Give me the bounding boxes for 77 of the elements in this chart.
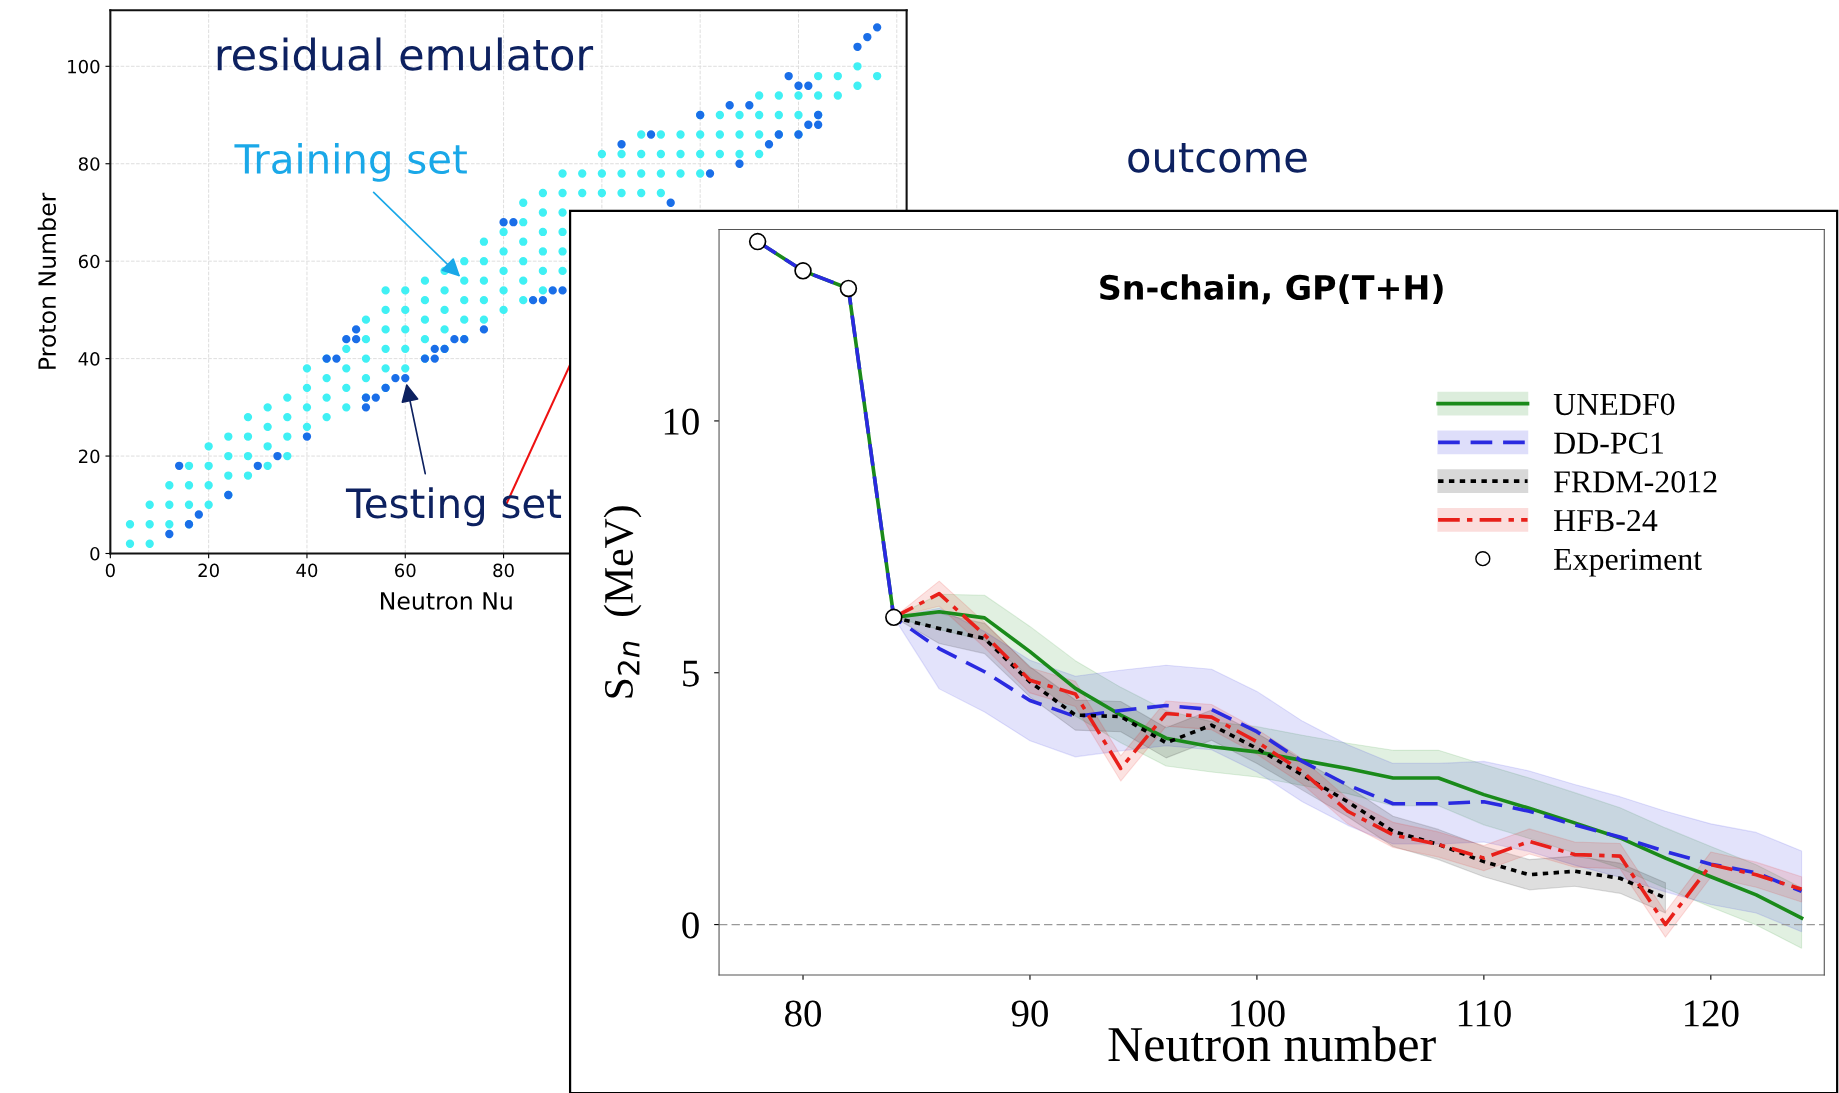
point [174,461,184,470]
x-axis-title: Neutron number [1108,1026,1436,1062]
y-tick-label: 10 [664,408,699,435]
y-tick-label: 40 [78,352,100,366]
legend-label: HFB-24 [1554,509,1658,532]
point [617,140,626,149]
point [253,461,262,470]
y-tick-label: 60 [78,254,100,269]
point [794,262,812,280]
point [194,510,203,519]
point [804,120,813,129]
annotation: Testing set [345,487,562,527]
x-tick-label: 110 [1458,1000,1511,1027]
point [548,286,557,295]
point [351,334,361,344]
point [748,232,767,251]
point [804,81,813,90]
point [666,198,675,207]
y-tick-label: 100 [68,59,100,74]
x-tick-label: 0 [105,563,115,578]
x-tick-label: 80 [493,563,514,578]
point [361,403,371,412]
point [499,218,508,227]
x-tick-label: 80 [785,1000,821,1027]
point [784,71,793,81]
y-tick-label: 0 [682,912,699,939]
point [371,393,380,402]
legend-label: Experiment [1554,548,1702,577]
point [342,334,351,344]
point [430,344,439,354]
y-axis-title: Proton Number [37,192,57,369]
point [351,325,361,334]
y-tick-label: 20 [78,449,100,464]
text: Sn-chain, GP(T+H) [1100,274,1443,305]
point [401,373,410,383]
point [839,279,858,298]
legend-label: FRDM-2012 [1554,471,1717,493]
y-axis-title: S$_{2n}$ (MeV) [603,506,642,698]
point [273,451,282,461]
point [735,159,744,168]
y-tick-label: 0 [90,546,100,561]
point [558,286,567,295]
x-tick-label: 100 [1231,1000,1285,1027]
point [813,120,823,129]
point [430,354,439,363]
x-tick-label: 20 [198,563,219,578]
point [479,325,489,334]
x-tick-label: 40 [296,563,318,578]
point [725,101,734,110]
point [872,23,882,32]
point [745,101,754,110]
legend-label: DD-PC1 [1554,432,1663,454]
point [705,169,715,178]
point [538,295,548,305]
point [863,32,872,42]
point [391,373,400,383]
x-tick-label: 60 [395,563,416,578]
point [853,42,862,51]
point [528,295,538,305]
point [646,130,656,139]
y-tick-label: 5 [683,660,699,687]
point [332,354,341,363]
legend-label: UNEDF0 [1553,393,1675,416]
point [509,218,518,227]
x-tick-label: 90 [1011,1000,1048,1027]
annotation: Training set [234,142,467,182]
x-tick-label: 120 [1685,1000,1739,1027]
x-axis-title: Neutron Nu [381,592,512,610]
text: outcome [1128,142,1307,173]
text: residual emulator [217,37,594,71]
point [794,81,803,90]
point [302,432,312,441]
y-tick-label: 80 [78,157,100,171]
point [165,529,174,539]
point [450,334,459,344]
point [764,140,774,149]
point [885,608,903,627]
